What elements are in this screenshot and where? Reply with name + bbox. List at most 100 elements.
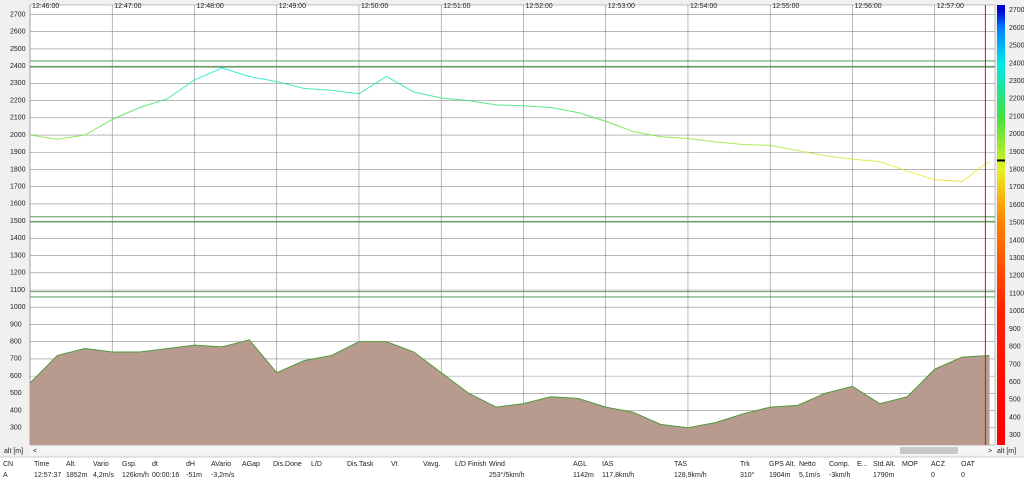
y-tick-label: 1000: [10, 304, 26, 311]
y-tick-label: 1200: [10, 270, 26, 277]
colorbar-tick-label: 500: [1009, 397, 1021, 404]
column-header: Netto: [799, 461, 816, 468]
column-header: Dis.Done: [273, 461, 302, 468]
column-header: E...: [857, 461, 868, 468]
column-header: Trk: [740, 461, 750, 468]
y-tick-label: 1700: [10, 184, 26, 191]
column-header: Gsp.: [122, 461, 137, 468]
y-tick-label: 1300: [10, 252, 26, 259]
info-table: [0, 457, 1024, 481]
cell-value: 1142m: [573, 472, 594, 479]
ground-area: [30, 339, 990, 445]
cell-value: 126km/h: [122, 472, 149, 479]
colorbar-tick-label: 800: [1009, 344, 1021, 351]
column-header: Alt.: [66, 461, 76, 468]
x-tick-label-top: 12:46:00: [32, 3, 59, 10]
y-tick-label: 1600: [10, 201, 26, 208]
colorbar-tick-label: 2200: [1009, 96, 1024, 103]
ground-line: [29, 339, 990, 429]
cell-value: 4,2m/s: [93, 472, 115, 479]
x-tick-label-top: 12:48:00: [196, 3, 223, 10]
column-header: TAS: [674, 461, 687, 468]
cell-value: 1852m: [66, 472, 88, 479]
y-tick-label: 900: [10, 321, 22, 328]
colorbar-label: alt [m]: [997, 448, 1016, 455]
y-axis-label: alt [m]: [4, 448, 23, 455]
column-header: Time: [34, 461, 49, 468]
colorbar-tick-label: 600: [1009, 379, 1021, 386]
scrollbar[interactable]: [30, 446, 995, 455]
scrollbar-thumb[interactable]: [900, 447, 958, 454]
y-tick-label: 1900: [10, 149, 26, 156]
colorbar-tick-label: 1100: [1009, 290, 1024, 297]
x-tick-label-top: 12:54:00: [690, 3, 717, 10]
colorbar-tick-label: 2400: [1009, 60, 1024, 67]
column-header: OAT: [961, 461, 976, 468]
y-tick-label: 1800: [10, 166, 26, 173]
colorbar-tick-label: 1400: [1009, 237, 1024, 244]
colorbar-tick-label: 1000: [1009, 308, 1024, 315]
y-tick-label: 2500: [10, 46, 26, 53]
cell-value: 117,8km/h: [602, 472, 634, 479]
y-tick-label: 1100: [10, 287, 25, 294]
column-header: Dis.Task: [347, 461, 374, 468]
cell-value: 253°/5km/h: [489, 471, 525, 479]
colorbar-tick-label: 1500: [1009, 220, 1024, 227]
altitude-line: [29, 67, 990, 183]
column-header: Comp.: [829, 461, 850, 468]
y-tick-label: 1400: [10, 235, 26, 242]
colorbar-tick-label: 1300: [1009, 255, 1024, 262]
scroll-left[interactable]: <: [33, 448, 37, 455]
y-tick-label: 1500: [10, 218, 26, 225]
x-tick-label-top: 12:57:00: [937, 3, 964, 10]
y-tick-label: 800: [10, 339, 22, 346]
colorbar-tick-label: 2700: [1009, 7, 1024, 14]
column-header: IAS: [602, 461, 614, 468]
y-tick-label: 700: [10, 356, 22, 363]
x-tick-label-top: 12:50:00: [361, 3, 388, 10]
y-tick-label: 2000: [10, 132, 26, 139]
cell-value: -51m: [186, 472, 202, 479]
y-tick-label: 2600: [10, 29, 26, 36]
colorbar-tick-label: 2000: [1009, 131, 1024, 138]
column-header: ACZ: [931, 461, 946, 468]
colorbar-tick-label: 2100: [1009, 113, 1024, 120]
colorbar-tick-label: 900: [1009, 326, 1021, 333]
column-header: L/D Finish: [455, 461, 487, 468]
y-tick-label: 300: [10, 425, 22, 432]
column-header: dt: [152, 461, 158, 468]
column-header: dH: [186, 461, 195, 468]
colorbar-tick-label: 1200: [1009, 273, 1024, 280]
cell-value: 12:57:37: [34, 472, 61, 479]
y-tick-label: 2400: [10, 63, 26, 70]
y-tick-label: 2100: [10, 115, 26, 122]
column-header: Vario: [93, 461, 109, 468]
column-header: CN: [3, 461, 13, 468]
x-tick-label-top: 12:53:00: [608, 3, 635, 10]
column-header: Vt: [391, 461, 398, 468]
column-header: Vavg.: [423, 461, 440, 468]
colorbar: [997, 5, 1005, 445]
x-tick-label-top: 12:51:00: [443, 3, 470, 10]
column-header: GPS Alt.: [769, 461, 796, 468]
y-tick-label: 400: [10, 407, 22, 414]
colorbar-tick-label: 700: [1009, 361, 1021, 368]
colorbar-tick-label: 1600: [1009, 202, 1024, 209]
scroll-right[interactable]: >: [988, 448, 992, 455]
x-tick-label-top: 12:56:00: [854, 3, 881, 10]
cell-value: 00:00:16: [152, 472, 179, 479]
cell-value: 0: [961, 472, 965, 479]
column-header: Std.Alt.: [873, 461, 896, 468]
y-tick-label: 2700: [10, 11, 26, 18]
colorbar-tick-label: 1700: [1009, 184, 1024, 191]
x-tick-label-top: 12:47:00: [114, 3, 141, 10]
cell-value: 1904m: [769, 472, 791, 479]
column-header: AGL: [573, 461, 587, 468]
cell-value: 310°: [740, 471, 755, 479]
colorbar-tick-label: 1800: [1009, 167, 1024, 174]
colorbar-tick-label: 2500: [1009, 43, 1024, 50]
colorbar-tick-label: 1900: [1009, 149, 1024, 156]
cell-value: A: [3, 472, 8, 479]
y-tick-label: 2200: [10, 97, 26, 104]
